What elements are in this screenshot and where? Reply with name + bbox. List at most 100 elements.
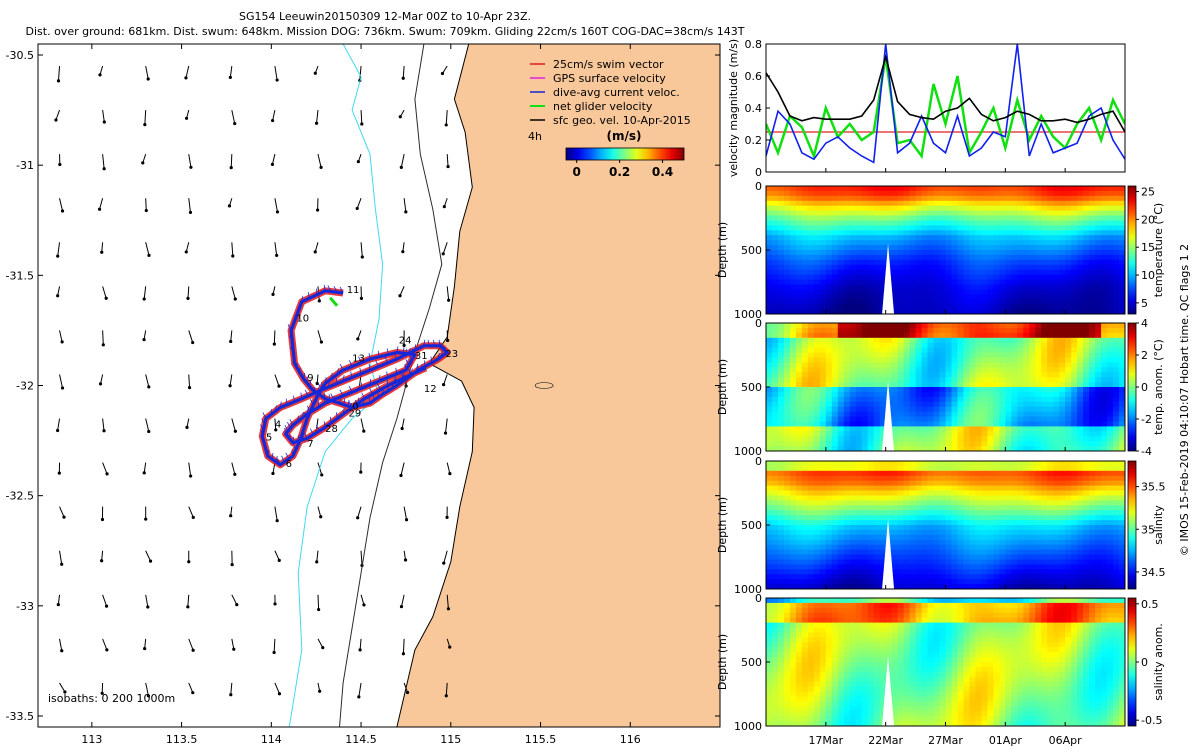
section-cell [1113,235,1120,241]
section-cell [999,299,1006,305]
section-cell [1047,235,1054,241]
section-cell [1095,353,1102,359]
section-cell [778,323,785,329]
section-cell [838,255,845,261]
legend-entry-geo: sfc geo. vel. 10-Apr-2015 [530,114,691,127]
section-cell [981,510,988,516]
section-cell [934,431,941,437]
section-cell [1101,348,1108,354]
section-cell [814,221,821,227]
section-cell [1083,367,1090,373]
section-cell [916,270,923,276]
section-cell [850,555,857,561]
section-cell [1113,387,1120,393]
section-cell [910,333,917,339]
section-cell [880,353,887,359]
section-cell [790,201,797,207]
section-cell [1053,392,1060,398]
section-cell [832,235,839,241]
section-cell [1107,289,1114,295]
section-cell [940,260,947,266]
section-cell [1065,289,1072,295]
section-cell [814,476,821,482]
section-cell [1083,245,1090,251]
section-cell [1095,191,1102,197]
section-cell [808,471,815,477]
section-cell [1101,358,1108,364]
section-cell [1065,328,1072,334]
section-cell [904,574,911,580]
section-cell [922,372,929,378]
section-cell [772,387,779,393]
section-cell [802,569,809,575]
section-cell [946,402,953,408]
section-cell [952,362,959,368]
section-cell [892,211,899,217]
colorbar-tick-label: 0 [573,165,581,179]
section-cell [1083,338,1090,344]
section-cell [1005,328,1012,334]
section-cell [910,426,917,432]
section-cell [814,500,821,506]
section-cell [1023,250,1030,256]
section-cell [1011,382,1018,388]
section-cell [868,260,875,266]
section-cell [844,221,851,227]
section-cell [892,476,899,482]
section-cell [1107,353,1114,359]
section-cell [892,358,899,364]
section-cell [844,579,851,585]
section-cell [1047,397,1054,403]
section-cell [969,191,976,197]
section-cell [964,431,971,437]
section-cell [838,387,845,393]
section-cell [1035,211,1042,217]
section-cell [964,328,971,334]
section-cell [1089,216,1096,222]
section-cell [802,412,809,418]
section-cell [916,505,923,511]
section-cell [999,362,1006,368]
section-cell [820,569,827,575]
section-cell [975,240,982,246]
section-cell [814,245,821,251]
section-cell [814,392,821,398]
arrow-head [230,166,233,169]
section-cell [898,280,905,286]
section-cell [964,275,971,281]
section-cell [1029,294,1036,300]
section-cell [987,579,994,585]
section-cell [778,245,785,251]
arrow-head [442,383,445,386]
section-cell [766,505,773,511]
section-cell [1047,353,1054,359]
section-cell [922,221,929,227]
arrow-head [442,252,445,255]
section-cell [814,402,821,408]
section-cell [916,255,923,261]
section-cell [850,270,857,276]
section-cell [862,505,869,511]
section-cell [1059,387,1066,393]
section-cell [1011,348,1018,354]
section-cell [1017,201,1024,207]
section-cell [910,294,917,300]
section-cell [999,471,1006,477]
section-cell [772,216,779,222]
arrow-head [143,647,146,650]
section-cell [1023,255,1030,261]
section-cell [1095,260,1102,266]
section-cell [850,216,857,222]
section-cell [766,481,773,487]
section-cell [999,407,1006,413]
section-cell [766,338,773,344]
section-cell [808,481,815,487]
section-cell [1095,333,1102,339]
section-cell [916,206,923,212]
section-cell [880,250,887,256]
section-cell [778,235,785,241]
section-cell [892,491,899,497]
section-cell [910,525,917,531]
section-cell [1059,328,1066,334]
section-cell [999,476,1006,482]
